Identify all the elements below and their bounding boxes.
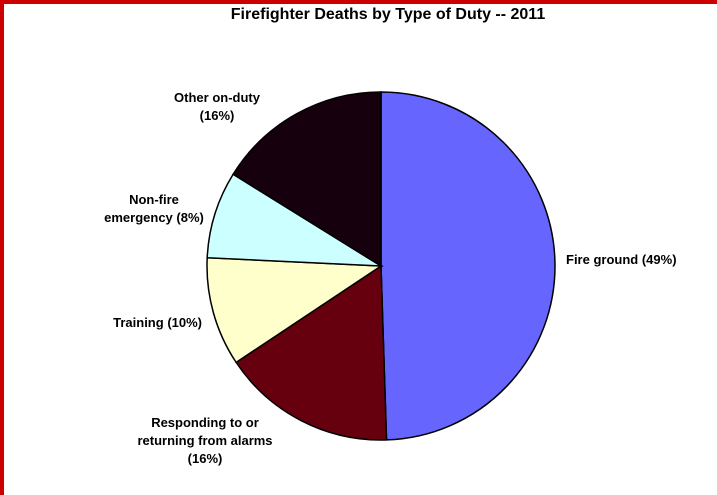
category-name: Other on-duty <box>174 90 260 105</box>
chart-title: Firefighter Deaths by Type of Duty -- 20… <box>231 6 546 23</box>
value-label: (16%) <box>199 108 235 123</box>
value-label: (49%) <box>641 252 677 267</box>
value-label: (10%) <box>167 315 202 330</box>
slice-label: Non-fire emergency (8%) <box>95 191 213 227</box>
slice-label: Fire ground (49%) <box>566 251 706 269</box>
value-label: (16%) <box>187 451 223 466</box>
category-name: Training <box>113 315 164 330</box>
pie-slice <box>206 173 384 267</box>
value-label: (8%) <box>176 210 204 225</box>
category-name: Fire ground <box>566 252 639 267</box>
slice-label: Other on-duty (16%) <box>158 89 276 125</box>
pie-slice <box>206 256 384 364</box>
slice-label: Responding to or returning from alarms (… <box>130 414 280 468</box>
pie-slice <box>232 91 382 268</box>
category-name: Non-fire emergency <box>104 192 179 225</box>
pie-slice <box>235 264 388 441</box>
slice-label: Training (10%) <box>70 314 202 332</box>
category-name: Responding to or returning from alarms <box>137 415 273 448</box>
pie-slice <box>380 91 556 441</box>
